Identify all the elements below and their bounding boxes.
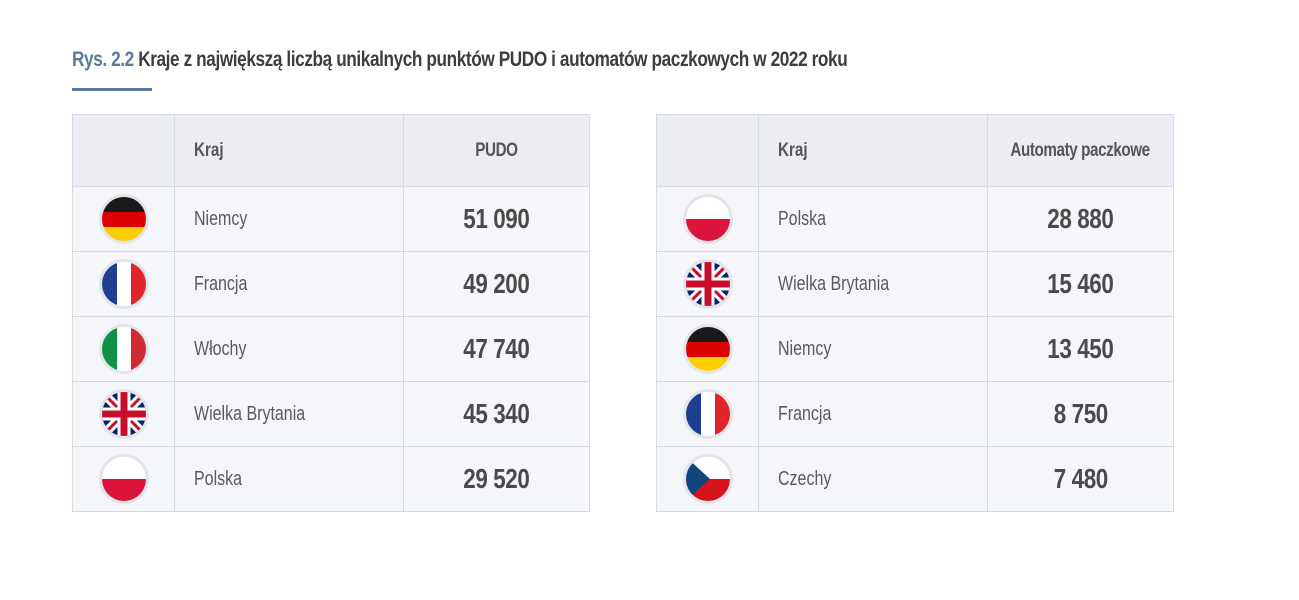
value-cell: 7 480 xyxy=(987,446,1174,512)
country-cell: Polska xyxy=(758,186,988,252)
flag-cell xyxy=(656,316,759,382)
value-cell: 13 450 xyxy=(987,316,1174,382)
country-name: Polska xyxy=(194,467,243,490)
count-value: 8 750 xyxy=(1053,398,1108,429)
uk-flag-icon xyxy=(98,389,149,439)
czech-flag-icon xyxy=(682,454,733,504)
country-cell: Francja xyxy=(758,381,988,447)
pudo-column-header: PUDO xyxy=(403,114,590,187)
flag-column-header xyxy=(72,114,175,187)
flag-cell xyxy=(656,251,759,317)
country-name: Francja xyxy=(778,402,832,425)
country-cell: Polska xyxy=(174,446,404,512)
flag-column-header xyxy=(656,114,759,187)
count-value: 45 340 xyxy=(463,398,530,429)
lockers-column-header: Automaty paczkowe xyxy=(987,114,1174,187)
flag-cell xyxy=(72,446,175,512)
table-row: Wielka Brytania 45 340 xyxy=(72,381,590,447)
germany-flag-icon xyxy=(682,324,733,374)
value-cell: 29 520 xyxy=(403,446,590,512)
table-row: Niemcy 13 450 xyxy=(656,316,1174,382)
table-row: Niemcy 51 090 xyxy=(72,186,590,252)
country-cell: Niemcy xyxy=(174,186,404,252)
country-name: Wielka Brytania xyxy=(778,272,890,295)
figure-title: Rys. 2.2 Kraje z największą liczbą unika… xyxy=(72,48,1018,72)
country-cell: Włochy xyxy=(174,316,404,382)
flag-cell xyxy=(72,251,175,317)
country-name: Wielka Brytania xyxy=(194,402,306,425)
flag-cell xyxy=(656,186,759,252)
value-cell: 45 340 xyxy=(403,381,590,447)
country-cell: Francja xyxy=(174,251,404,317)
flag-cell xyxy=(656,446,759,512)
pudo-table: Kraj PUDO Niemcy 51 090 Francja 49 200 Włoch… xyxy=(72,114,590,512)
country-name: Włochy xyxy=(194,337,247,360)
italy-flag-icon xyxy=(98,324,149,374)
country-cell: Wielka Brytania xyxy=(758,251,988,317)
table-row: Wielka Brytania 15 460 xyxy=(656,251,1174,317)
flag-cell xyxy=(72,186,175,252)
poland-flag-icon xyxy=(98,454,149,504)
country-column-header: Kraj xyxy=(174,114,404,187)
table-header-row: Kraj PUDO xyxy=(72,114,590,187)
value-cell: 49 200 xyxy=(403,251,590,317)
count-value: 47 740 xyxy=(463,333,530,364)
flag-cell xyxy=(656,381,759,447)
country-name: Niemcy xyxy=(778,337,832,360)
value-cell: 51 090 xyxy=(403,186,590,252)
table-row: Czechy 7 480 xyxy=(656,446,1174,512)
title-underline xyxy=(72,88,152,91)
flag-cell xyxy=(72,316,175,382)
value-cell: 47 740 xyxy=(403,316,590,382)
uk-flag-icon xyxy=(682,259,733,309)
figure-label: Rys. 2.2 xyxy=(72,48,134,71)
table-header-row: Kraj Automaty paczkowe xyxy=(656,114,1174,187)
value-cell: 8 750 xyxy=(987,381,1174,447)
table-row: Polska 29 520 xyxy=(72,446,590,512)
country-name: Niemcy xyxy=(194,207,248,230)
lockers-table: Kraj Automaty paczkowe Polska 28 880 Wielk… xyxy=(656,114,1174,512)
country-name: Francja xyxy=(194,272,248,295)
table-row: Francja 8 750 xyxy=(656,381,1174,447)
count-value: 13 450 xyxy=(1047,333,1114,364)
count-value: 29 520 xyxy=(463,463,530,494)
france-flag-icon xyxy=(682,389,733,439)
poland-flag-icon xyxy=(682,194,733,244)
count-value: 28 880 xyxy=(1047,203,1114,234)
count-value: 49 200 xyxy=(463,268,530,299)
table-row: Włochy 47 740 xyxy=(72,316,590,382)
figure-title-text: Kraje z największą liczbą unikalnych pun… xyxy=(138,48,848,71)
count-value: 51 090 xyxy=(463,203,530,234)
france-flag-icon xyxy=(98,259,149,309)
table-row: Polska 28 880 xyxy=(656,186,1174,252)
value-cell: 15 460 xyxy=(987,251,1174,317)
country-name: Polska xyxy=(778,207,827,230)
table-row: Francja 49 200 xyxy=(72,251,590,317)
value-cell: 28 880 xyxy=(987,186,1174,252)
country-cell: Niemcy xyxy=(758,316,988,382)
count-value: 15 460 xyxy=(1047,268,1114,299)
count-value: 7 480 xyxy=(1053,463,1108,494)
germany-flag-icon xyxy=(98,194,149,244)
country-name: Czechy xyxy=(778,467,832,490)
country-cell: Czechy xyxy=(758,446,988,512)
flag-cell xyxy=(72,381,175,447)
country-column-header: Kraj xyxy=(758,114,988,187)
country-cell: Wielka Brytania xyxy=(174,381,404,447)
